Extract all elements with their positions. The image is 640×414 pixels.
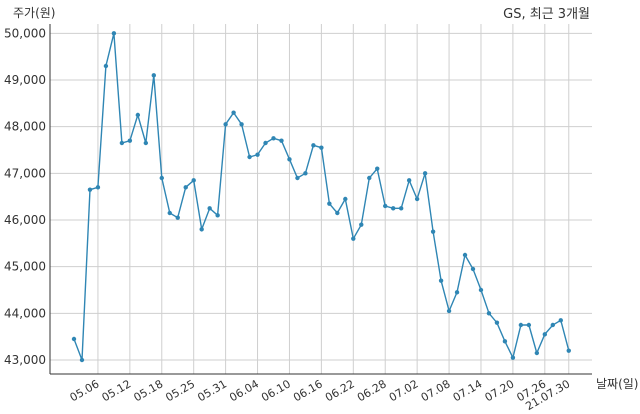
data-point [470,266,476,272]
data-point [319,145,324,150]
data-point [494,320,500,325]
data-point [247,154,252,160]
data-point [398,206,404,211]
data-point [359,222,364,227]
data-point [71,336,77,342]
y-tick-label: 47,000 [4,166,46,180]
data-point [79,357,85,363]
data-point [87,187,93,192]
x-tick-label: 07.08 [419,377,453,404]
data-point [454,290,460,295]
x-tick-label: 06.28 [355,377,389,404]
x-tick-label: 07.02 [387,377,421,404]
data-point [183,185,188,190]
data-point [550,322,555,328]
x-tick-label: 06.22 [323,377,357,404]
y-tick-labels: 43,000 44,000 45,000 46,000 47,000 48,000 49,0… [4,26,46,367]
data-point [486,311,492,316]
data-point [143,140,149,146]
grid-lines [50,24,592,374]
data-point [311,143,316,148]
data-point [287,157,292,162]
x-tick-labels: 05.0605.1205.1805.2505.3106.0406.1006.16… [68,377,573,413]
data-point [327,201,332,206]
data-point [159,175,164,181]
x-axis-label: 날짜(일) [596,377,638,391]
data-point [127,138,133,143]
data-point [279,138,284,143]
data-point [351,236,356,241]
data-point [191,178,196,183]
x-tick-label: 05.18 [132,377,166,404]
data-point [534,350,540,356]
data-point [263,140,268,146]
data-point [383,203,388,209]
data-point [215,213,220,218]
data-point [135,112,141,118]
x-tick-label: 05.06 [68,377,102,404]
data-point [478,287,484,293]
data-point [295,175,300,181]
chart-title: GS, 최근 3개월 [503,7,590,22]
x-tick-label: 07.14 [451,377,485,404]
data-point [518,322,524,328]
data-point [422,171,428,176]
y-tick-label: 48,000 [4,120,46,134]
data-point [103,63,109,69]
x-tick-label: 06.04 [227,377,261,404]
data-point [438,278,444,283]
data-point [542,332,548,337]
data-point [223,122,228,127]
data-point [231,110,236,115]
data-point [207,206,212,211]
data-point [151,73,156,78]
y-tick-label: 44,000 [4,306,46,320]
data-point [335,210,340,216]
x-tick-label: 05.31 [195,377,229,404]
x-tick-label: 05.12 [100,377,134,404]
axes [49,24,592,375]
data-point [175,215,180,220]
data-point [367,175,372,181]
data-point [375,166,380,171]
data-point [526,322,532,328]
data-point [406,178,412,183]
y-axis-label: 주가(원) [13,6,55,20]
data-point [510,355,516,360]
data-point [95,185,101,190]
data-point [558,318,563,323]
data-point [303,171,308,176]
data-point [119,140,125,146]
data-point [566,348,571,353]
price-series [71,31,571,363]
x-tick-label: 07.20 [483,377,517,404]
data-point [414,196,420,202]
y-tick-label: 43,000 [4,353,46,367]
y-tick-label: 45,000 [4,260,46,274]
data-point [343,196,348,202]
data-point [239,122,244,127]
data-point [199,227,204,232]
data-point [271,136,276,141]
y-tick-label: 50,000 [4,26,46,40]
data-point [446,308,452,314]
data-point [430,229,436,234]
data-point [111,31,117,36]
data-point [391,206,396,211]
x-tick-label: 06.16 [291,377,325,404]
x-tick-label: 06.10 [259,377,293,404]
x-tick-label: 05.25 [163,377,197,404]
data-point [462,252,468,258]
data-point [502,339,508,344]
data-point [167,210,172,216]
data-point [255,152,260,157]
y-tick-label: 46,000 [4,213,46,227]
y-tick-label: 49,000 [4,73,46,87]
